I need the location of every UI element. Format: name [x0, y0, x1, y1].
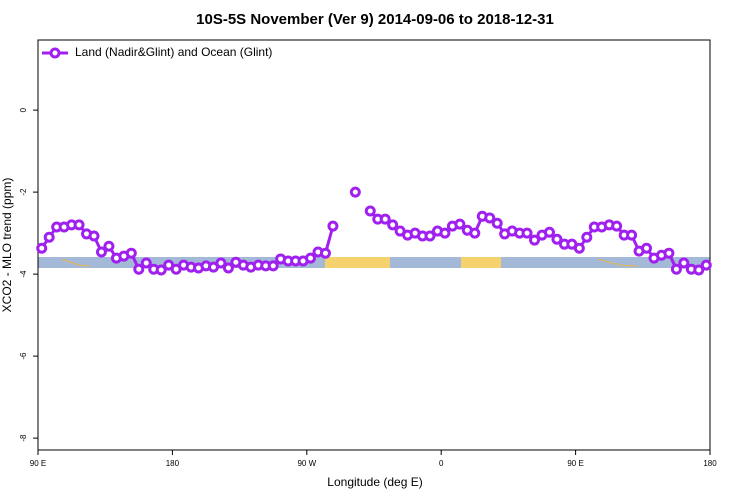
data-point [551, 233, 563, 245]
data-point [484, 212, 496, 224]
data-point [693, 264, 705, 276]
data-point [581, 231, 593, 243]
x-tick-label: 180 [166, 459, 180, 468]
data-point [379, 213, 391, 225]
data-point [36, 242, 48, 254]
y-tick-label: 0 [19, 107, 28, 112]
data-point [364, 205, 376, 217]
data-point [267, 260, 279, 272]
y-tick-label: -8 [19, 434, 28, 442]
data-point [678, 257, 690, 269]
data-point [327, 220, 339, 232]
data-point [529, 234, 541, 246]
data-point [670, 263, 682, 275]
x-tick-label: 180 [703, 459, 717, 468]
legend-label: Land (Nadir&Glint) and Ocean (Glint) [75, 45, 272, 59]
plot-frame [37, 39, 711, 451]
data-point [88, 230, 100, 242]
chart-title: 10S-5S November (Ver 9) 2014-09-06 to 20… [196, 11, 554, 28]
data-point [319, 247, 331, 259]
data-point [43, 231, 55, 243]
data-point [454, 218, 466, 230]
data-point [155, 264, 167, 276]
data-point [387, 219, 399, 231]
x-tick-label: 0 [439, 459, 444, 468]
data-point [215, 257, 227, 269]
data-point [103, 240, 115, 252]
data-point [543, 226, 555, 238]
x-axis-title: Longitude (deg E) [327, 475, 422, 489]
data-point [521, 227, 533, 239]
y-tick-label: -6 [19, 352, 28, 360]
data-point [626, 229, 638, 241]
data-point [73, 219, 85, 231]
data-point [491, 217, 503, 229]
data-point [424, 230, 436, 242]
data-point [700, 259, 712, 271]
data-point [611, 220, 623, 232]
data-point [439, 227, 451, 239]
x-tick-label: 90 E [30, 459, 46, 468]
data-point [663, 247, 675, 259]
data-point [140, 257, 152, 269]
legend: Land (Nadir&Glint) and Ocean (Glint) [42, 45, 272, 59]
legend-marker [49, 47, 61, 59]
surface-strip [38, 257, 710, 268]
x-tick-label: 90 E [567, 459, 583, 468]
y-tick-label: -4 [19, 270, 28, 278]
y-axis-title: XCO2 - MLO trend (ppm) [0, 178, 14, 313]
data-point [573, 242, 585, 254]
data-point [95, 246, 107, 258]
data-point [133, 263, 145, 275]
data-point [349, 186, 361, 198]
x-tick-label: 90 W [297, 459, 316, 468]
data-point [641, 242, 653, 254]
data-point [305, 252, 317, 264]
data-point [469, 227, 481, 239]
data-point [222, 262, 234, 274]
y-tick-label: -2 [19, 188, 28, 196]
data-point [125, 247, 137, 259]
